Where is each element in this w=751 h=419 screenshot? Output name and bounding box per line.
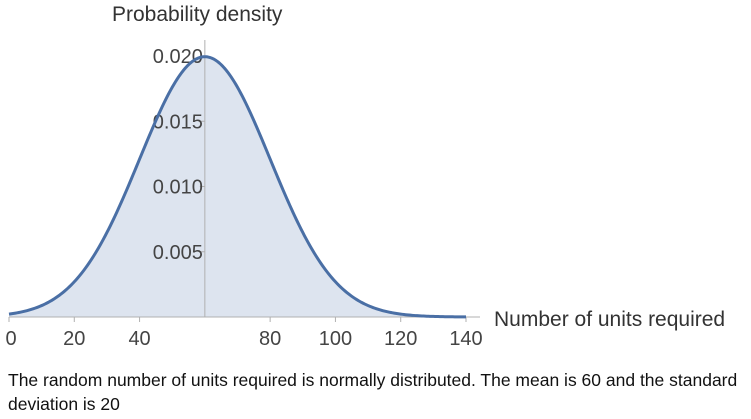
y-tick-label: 0.020 [153, 46, 203, 68]
x-ticks: 0 20 40 80 100 120 140 [5, 317, 483, 350]
x-tick-label: 0 [5, 328, 16, 350]
x-tick-label: 100 [319, 328, 352, 350]
x-tick-label: 20 [63, 328, 85, 350]
y-tick-label: 0.005 [153, 242, 203, 264]
chart-caption: The random number of units required is n… [8, 370, 738, 414]
y-tick-label: 0.015 [153, 111, 203, 133]
y-axis-label: Probability density [112, 3, 283, 26]
x-tick-label: 140 [449, 328, 482, 350]
x-tick-label: 80 [259, 328, 281, 350]
y-tick-label: 0.010 [153, 177, 203, 199]
density-area [9, 56, 466, 317]
x-axis-label: Number of units required [494, 308, 725, 331]
x-tick-label: 40 [128, 328, 150, 350]
density-chart: 0 20 40 80 100 120 140 0.005 0.010 0.015 0.020 Pr… [5, 3, 725, 350]
x-tick-label: 120 [384, 328, 417, 350]
density-curve [8, 55, 467, 319]
